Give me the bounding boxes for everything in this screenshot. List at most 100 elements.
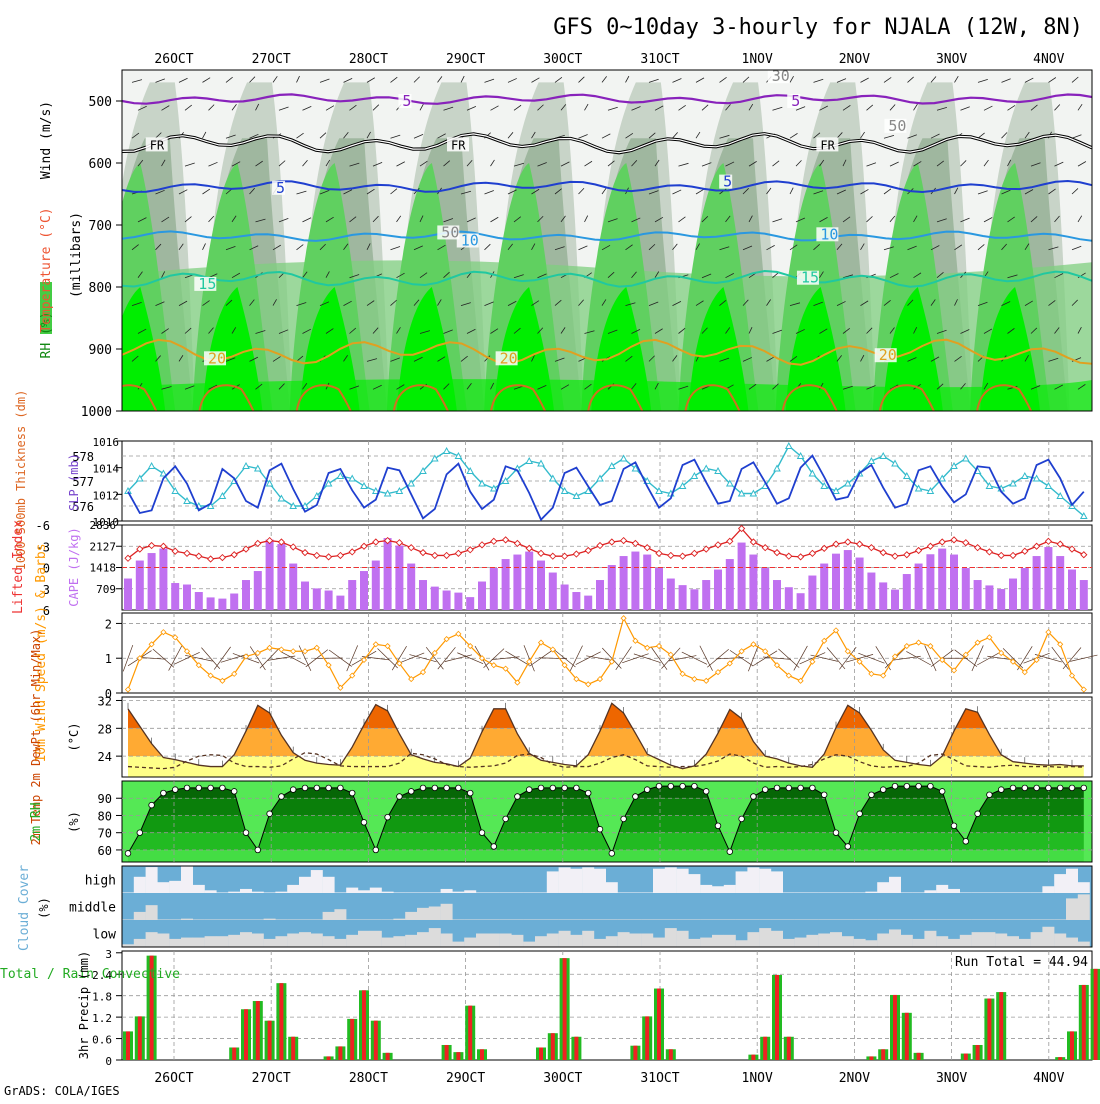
temperature-tick-label: 24: [98, 750, 112, 764]
cloud-low-cell: [889, 929, 901, 947]
cloud-high-cell: [606, 882, 618, 893]
precip-convective-bar: [787, 1037, 791, 1060]
cloud-high-cell: [216, 892, 228, 893]
rh-point: [184, 785, 190, 791]
cloud-middle-cell: [169, 919, 181, 920]
cloud-high-cell: [877, 882, 889, 893]
cloud-low-cell: [936, 936, 948, 947]
rh-point: [762, 787, 768, 793]
cloud-high-cell: [771, 871, 783, 893]
cloud-middle-cell: [382, 919, 394, 920]
cloud-high-cell: [464, 890, 476, 893]
rh-point: [845, 844, 851, 850]
cloud-middle-cell: [889, 919, 901, 920]
rh-point: [574, 785, 580, 791]
cloud-low-cell: [960, 935, 972, 947]
cloud-middle-cell: [441, 904, 453, 920]
cape-bar: [596, 580, 604, 610]
date-label-bottom: 26OCT: [154, 1071, 193, 1086]
rh-point: [444, 785, 450, 791]
cloud-middle-cell: [264, 919, 276, 920]
rh-point: [1034, 785, 1040, 791]
date-label-top: 27OCT: [252, 52, 291, 67]
cloud-high-cell: [334, 892, 346, 893]
cloud-low-cell: [464, 938, 476, 947]
cape-tick-label: 2836: [90, 519, 117, 532]
precip-convective-bar: [657, 989, 661, 1060]
rh-point: [231, 789, 237, 795]
cloud-high-cell: [842, 892, 854, 893]
cape-bar: [726, 559, 734, 610]
precip-convective-bar: [881, 1049, 885, 1060]
cape-bar: [620, 556, 628, 610]
cloud-low-cell: [393, 936, 405, 947]
contour-label: 5: [276, 179, 285, 197]
cape-bar: [1068, 570, 1076, 610]
cloud-low-cell: [594, 939, 606, 947]
cloud-low-cell: [429, 928, 441, 947]
cloud-middle-cell: [854, 919, 866, 920]
cloud-middle-cell: [535, 919, 547, 920]
cloud-low-cell: [441, 934, 453, 948]
cloud-low-cell: [972, 932, 984, 947]
cape-bar: [797, 593, 805, 610]
cloud-middle-cell: [287, 919, 299, 920]
cloud-high-cell: [134, 877, 146, 893]
cloud-middle-cell: [523, 919, 535, 920]
cloud-middle-cell: [417, 908, 429, 920]
cloud-middle-cell: [700, 919, 712, 920]
cloud-high-cell: [559, 867, 571, 893]
slp-tick-label: 1016: [93, 436, 120, 449]
cloud-low-cell: [948, 939, 960, 947]
cloud-low-cell: [606, 936, 618, 947]
rh-point: [538, 785, 544, 791]
cloud-low-cell: [677, 931, 689, 947]
cloud-low-cell: [382, 938, 394, 947]
contour-label: 15: [198, 275, 216, 293]
precip-tick-label: 1.8: [92, 991, 112, 1004]
cloud-middle-cell: [842, 919, 854, 920]
cape-bar: [832, 554, 840, 610]
cloud-low-cell: [323, 936, 335, 947]
cape-bar: [891, 590, 899, 610]
rh-tick-label: 70: [98, 827, 112, 841]
precip-convective-bar: [669, 1049, 673, 1060]
cloud-middle-cell: [653, 919, 665, 920]
cape-bar: [879, 582, 887, 610]
cloud-low-cell: [240, 932, 252, 947]
date-label-top: 31OCT: [640, 52, 679, 67]
cloud-middle-cell: [606, 919, 618, 920]
cloud-high-cell: [122, 892, 134, 893]
contour-label: 5: [791, 92, 800, 110]
cloud-middle-cell: [936, 919, 948, 920]
contour-label: FR: [451, 138, 466, 152]
cloud-low-cell: [629, 934, 641, 948]
cloud-middle-cell: [323, 912, 335, 920]
precip-convective-bar: [126, 1031, 130, 1060]
ylabel-temperature: Temperature (°C): [39, 207, 54, 332]
cloud-high-cell: [1078, 882, 1090, 893]
cloud-low-cell: [370, 931, 382, 947]
cloud-low-cell: [924, 931, 936, 947]
cape-bar: [915, 564, 923, 610]
rh-point: [916, 783, 922, 789]
cape-bar: [171, 583, 179, 610]
cloud-middle-cell: [252, 919, 264, 920]
rh-point: [172, 787, 178, 793]
cloud-high-cell: [181, 867, 193, 893]
cloud-high-cell: [264, 892, 276, 893]
cloud-high-cell: [287, 885, 299, 893]
cape-bar: [761, 568, 769, 610]
cape-bar: [254, 571, 262, 610]
cloud-high-cell: [193, 885, 205, 893]
contour-label: 5: [723, 173, 732, 191]
precip-convective-bar: [327, 1056, 331, 1060]
cloud-middle-cell: [464, 919, 476, 920]
cloud-low-cell: [983, 932, 995, 947]
contour-label: 20: [879, 346, 897, 364]
cloud-high-cell: [736, 871, 748, 893]
rh-point: [550, 785, 556, 791]
chart-title: GFS 0~10day 3-hourly for NJALA (12W, 8N): [553, 15, 1083, 40]
